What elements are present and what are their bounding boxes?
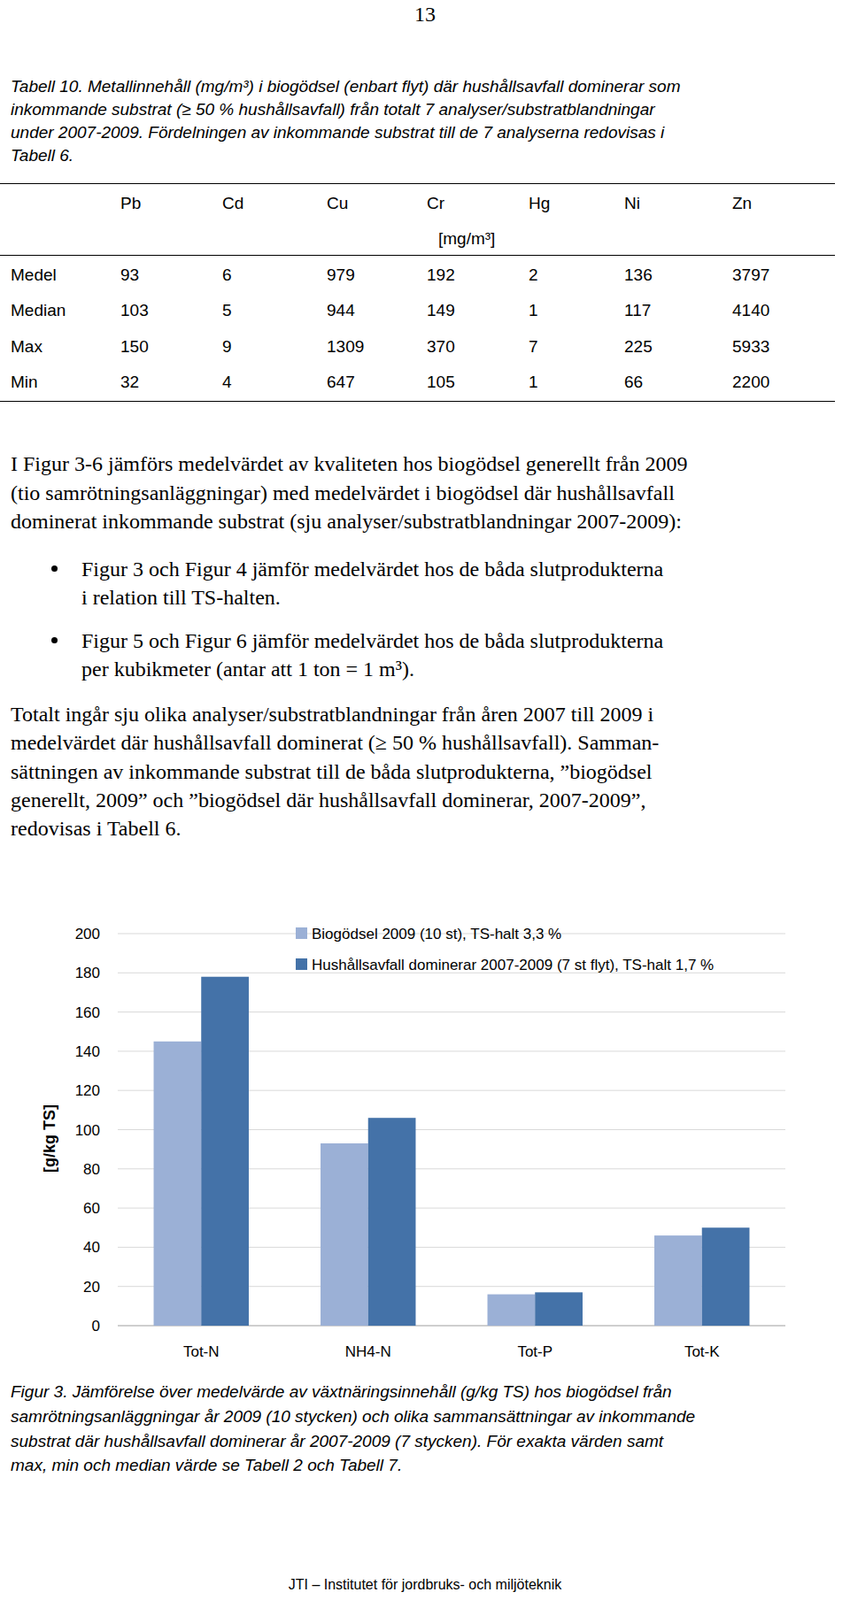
paragraph-line: generellt, 2009” och ”biogödsel där hush… [10, 786, 647, 815]
y-tick-label: 80 [83, 1161, 101, 1179]
legend-label: Biogödsel 2009 (10 st), TS-halt 3,3 % [311, 926, 562, 943]
table-cell: 117 [624, 300, 651, 322]
table-cell: 370 [426, 336, 456, 358]
table-cell: 6 [222, 264, 232, 286]
bullet-line: per kubikmeter (antar att 1 ton = 1 m³). [81, 655, 415, 684]
table-cell: 2200 [732, 371, 770, 394]
table-header: Hg [528, 193, 550, 215]
table-header: Ni [624, 193, 641, 215]
y-tick-label: 120 [75, 1082, 101, 1100]
paragraph-line: (tio samrötningsanläggningar) med medelv… [10, 479, 675, 509]
table-row-label: Max [10, 336, 43, 358]
table-header: Cr [426, 193, 445, 215]
page-number: 13 [0, 1, 850, 27]
figure-caption: samrötningsanläggningar år 2009 (10 styc… [10, 1405, 696, 1430]
table-rule-bottom [0, 401, 835, 402]
paragraph-line: I Figur 3-6 jämförs medelvärdet av kvali… [10, 449, 688, 480]
legend-swatch [295, 927, 308, 940]
table-cell: 7 [528, 336, 539, 358]
y-tick-label: 40 [83, 1239, 101, 1257]
paragraph-line: dominerat inkommande substrat (sju analy… [10, 507, 682, 537]
table-cell: 5 [222, 300, 232, 322]
x-tick-label: Tot-N [183, 1344, 220, 1361]
figure-caption: Figur 3. Jämförelse över medelvärde av v… [10, 1380, 673, 1406]
page: 13 Tabell 10. Metallinnehåll (mg/m³) i bi… [0, 0, 850, 1600]
table-caption: inkommande substrat (≥ 50 % hushållsavfa… [10, 98, 656, 122]
y-tick-label: 60 [83, 1200, 101, 1218]
table-cell: 944 [326, 300, 356, 322]
table-cell: 1309 [326, 336, 364, 358]
table-cell: 2 [528, 264, 539, 286]
bar [368, 1118, 417, 1327]
y-tick-label: 0 [92, 1318, 101, 1336]
table-rule-top [0, 183, 835, 185]
bar [154, 1042, 202, 1327]
chart: 0 20 40 60 80 100 120 140 160 180 200 [g/kg TS] Tot-… [0, 0, 850, 1600]
table-cell: 3797 [732, 264, 770, 286]
paragraph-line: sättningen av inkommande substrat till d… [10, 757, 653, 787]
bar [487, 1295, 536, 1327]
x-tick-label: NH4-N [345, 1344, 392, 1361]
bar [534, 1292, 583, 1327]
bullet-dot [51, 565, 58, 572]
table-row-label: Median [10, 300, 66, 322]
y-tick-label: 180 [75, 965, 101, 982]
table-cell: 1 [528, 371, 539, 394]
table-header: Zn [732, 193, 752, 215]
bar [702, 1228, 750, 1327]
figure-caption: substrat där hushållsavfall dominerar år… [10, 1429, 664, 1455]
y-tick-label: 140 [75, 1043, 101, 1061]
table-cell: 4140 [732, 300, 770, 322]
legend-swatch [295, 958, 308, 971]
table-cell: 4 [222, 371, 232, 394]
bullet-line: Figur 3 och Figur 4 jämför medelvärdet h… [81, 555, 664, 584]
bar [654, 1236, 703, 1327]
bar [200, 977, 249, 1327]
y-tick-label: 100 [75, 1122, 101, 1140]
bullet-dot [51, 637, 58, 644]
footer: JTI – Institutet för jordbruks- och milj… [0, 1576, 850, 1596]
table-cell: 149 [426, 300, 456, 322]
table-cell: 105 [426, 371, 456, 394]
table-rule-mid [0, 255, 835, 256]
table-cell: 225 [624, 336, 653, 358]
table-caption: Tabell 6. [10, 144, 74, 168]
table-cell: 150 [120, 336, 149, 358]
table-cell: 5933 [732, 336, 770, 358]
table-cell: 979 [326, 264, 356, 286]
bullet-line: Figur 5 och Figur 6 jämför medelvärdet h… [81, 626, 664, 656]
bar [320, 1143, 369, 1327]
table-caption: under 2007-2009. Fördelningen av inkomma… [10, 121, 665, 145]
table-header: Pb [120, 193, 141, 215]
legend-label: Hushållsavfall dominerar 2007-2009 (7 st… [311, 957, 714, 974]
figure-caption: max, min och median värde se Tabell 2 oc… [10, 1453, 402, 1479]
table-cell: 192 [426, 264, 456, 286]
table-unit: [mg/m³] [438, 228, 495, 250]
table-cell: 103 [120, 300, 149, 322]
table-cell: 93 [120, 264, 140, 286]
y-tick-label: 200 [75, 926, 101, 943]
table-cell: 66 [624, 371, 643, 394]
table-header: Cd [222, 193, 244, 215]
table-cell: 32 [120, 371, 140, 394]
table-row-label: Medel [10, 264, 57, 286]
table-cell: 136 [624, 264, 653, 286]
x-tick-label: Tot-P [517, 1344, 553, 1361]
table-cell: 647 [326, 371, 356, 394]
table-caption: Tabell 10. Metallinnehåll (mg/m³) i biog… [10, 75, 680, 99]
y-tick-label: 160 [75, 1004, 101, 1022]
y-tick-label: 20 [83, 1279, 101, 1297]
table-cell: 1 [528, 300, 539, 322]
table-row-label: Min [10, 371, 39, 394]
bullet-line: i relation till TS-halten. [81, 583, 281, 612]
paragraph-line: redovisas i Tabell 6. [10, 814, 182, 843]
bars [154, 977, 750, 1327]
y-axis-label: [g/kg TS] [40, 1105, 59, 1174]
paragraph-line: medelvärdet där hushållsavfall dominerat… [10, 728, 659, 758]
table-cell: 9 [222, 336, 232, 358]
paragraph-line: Totalt ingår sju olika analyser/substrat… [10, 700, 654, 729]
table-header: Cu [326, 193, 348, 215]
x-tick-label: Tot-K [684, 1344, 720, 1361]
